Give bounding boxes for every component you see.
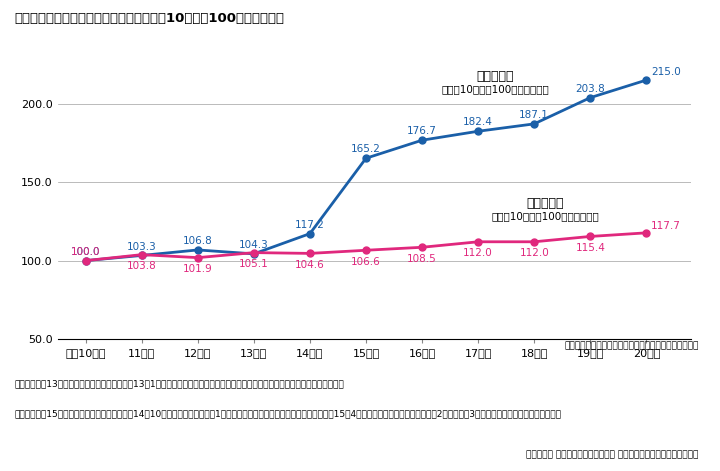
Text: 117.7: 117.7 [651,221,680,231]
Text: 高額療養費: 高額療養費 [476,70,513,83]
Text: 203.8: 203.8 [575,84,605,94]
Text: 215.0: 215.0 [651,67,680,77]
Text: （注２）平成15年度の大幅な支給額の増加は、14年10月から老人保険制度に1割負担（すべての医療機関）を導入したこと、15年4月から健保本人の自己負担割合を2割: （注２）平成15年度の大幅な支給額の増加は、14年10月から老人保険制度に1割負… [14,410,562,419]
Text: 106.6: 106.6 [351,257,381,267]
Text: 103.8: 103.8 [127,261,156,271]
Text: 117.2: 117.2 [295,219,325,230]
Text: 国民医療費: 国民医療費 [526,197,564,211]
Text: 100.0: 100.0 [71,247,100,257]
Text: 104.3: 104.3 [239,240,269,250]
Text: 100.0: 100.0 [71,247,100,257]
Text: （「中医協 費用対効果評価専門部会 資料」より　提供：武藤正樹先生: （「中医協 費用対効果評価専門部会 資料」より 提供：武藤正樹先生 [526,450,698,459]
Text: （平成10年度を100とした場合）: （平成10年度を100とした場合） [441,84,549,94]
Text: （平成10年度を100とした場合）: （平成10年度を100とした場合） [492,211,599,221]
Text: 国民医療費、高額療養費の指数変化（平成10年度を100とした場合）: 国民医療費、高額療養費の指数変化（平成10年度を100とした場合） [14,12,284,25]
Text: 112.0: 112.0 [463,248,493,258]
Text: 108.5: 108.5 [408,253,437,264]
Text: 104.6: 104.6 [295,260,325,270]
Text: 182.4: 182.4 [463,117,493,127]
Text: 診療報酷等の確定額及び各制度の事業年報等を基に作成: 診療報酷等の確定額及び各制度の事業年報等を基に作成 [564,341,698,350]
Text: 105.1: 105.1 [239,259,269,269]
Text: 115.4: 115.4 [575,243,606,253]
Text: 187.1: 187.1 [519,110,549,120]
Text: 101.9: 101.9 [183,264,212,274]
Text: 112.0: 112.0 [519,248,549,258]
Text: 106.8: 106.8 [183,236,212,246]
Text: （注１）平成13年度の支給額の減少の理由は、13年1月から医療保険の自己負担限度額に上位所得者の区分を設けたこと等による。: （注１）平成13年度の支給額の減少の理由は、13年1月から医療保険の自己負担限度… [14,379,344,388]
Text: 165.2: 165.2 [351,144,381,154]
Text: 176.7: 176.7 [407,126,437,136]
Text: 103.3: 103.3 [127,242,156,252]
